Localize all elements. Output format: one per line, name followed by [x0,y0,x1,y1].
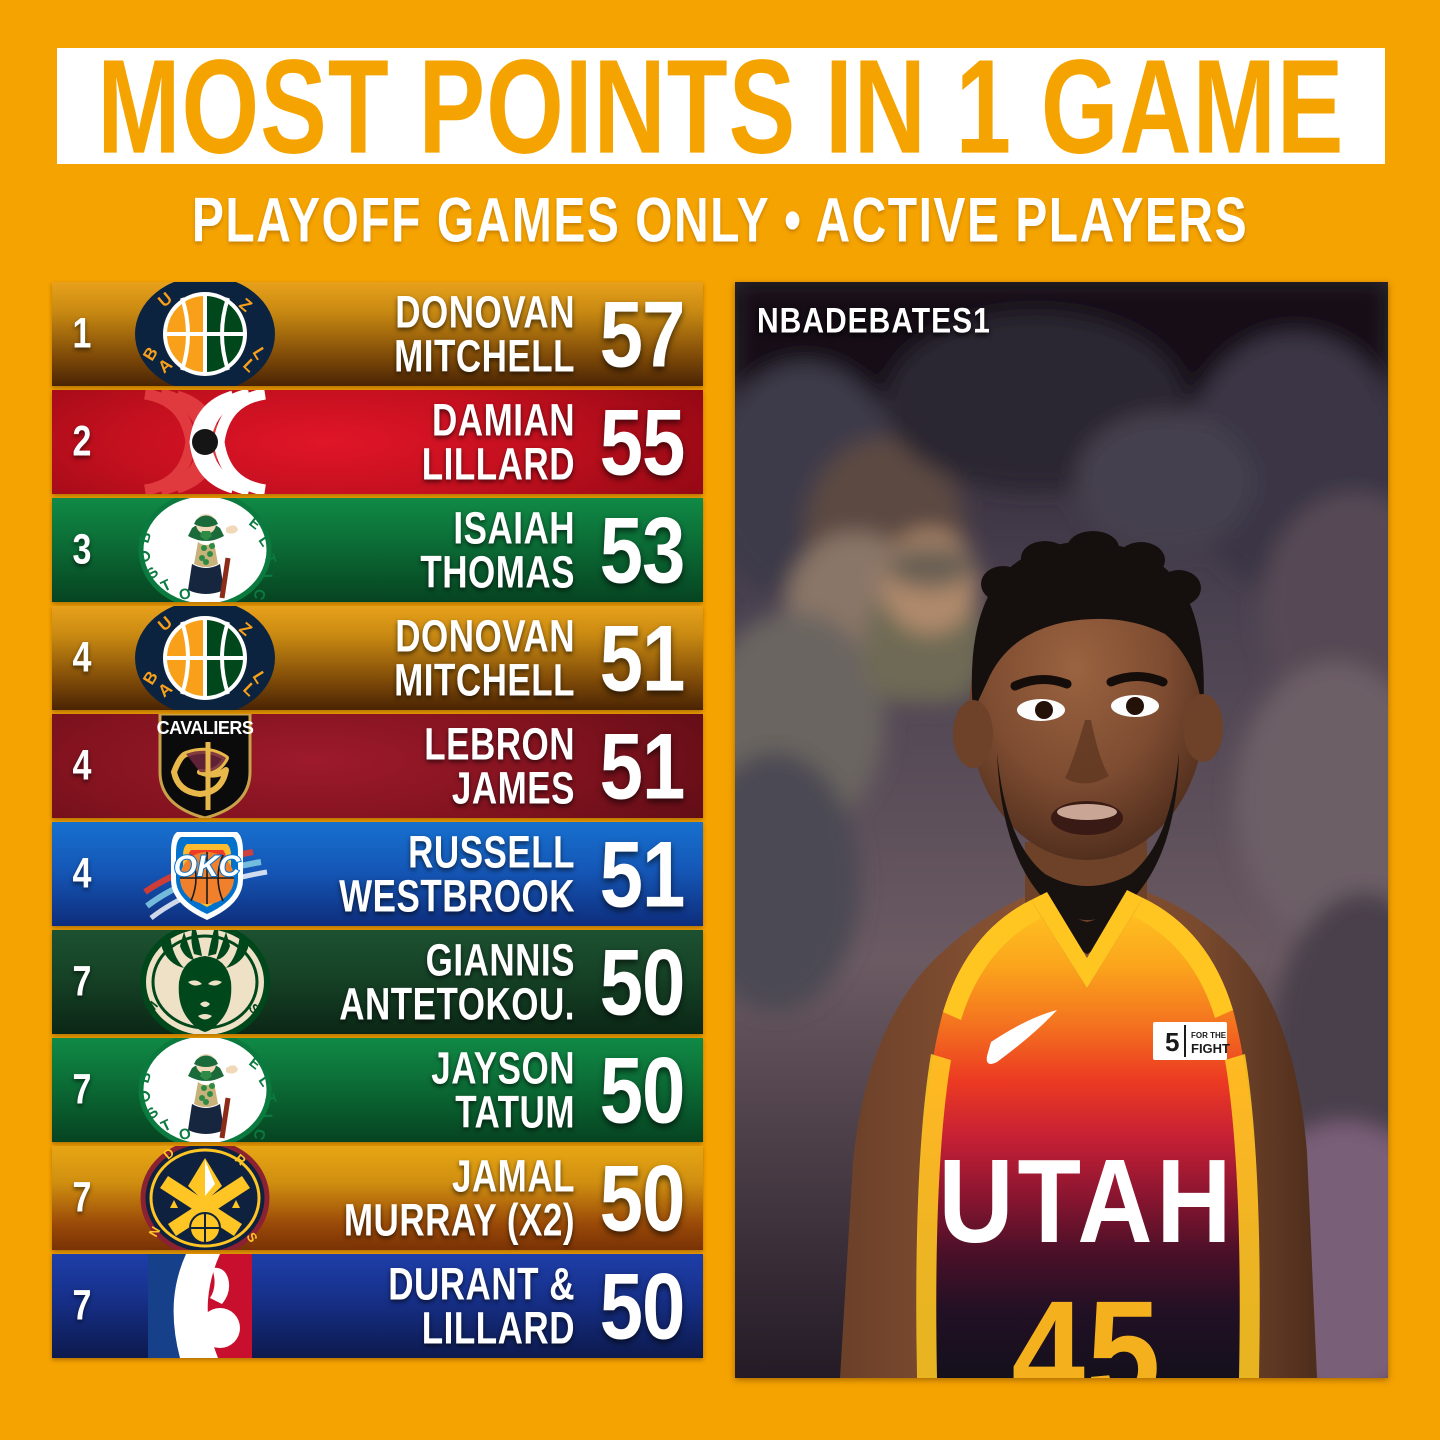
player-name-line1: GIANNIS [425,934,575,986]
trail-blazers-logo-icon [112,390,297,494]
page-title: MOST POINTS IN 1 GAME [97,31,1345,181]
player-name: DONOVAN MITCHELL [297,613,581,703]
points-value: 50 [599,1146,686,1250]
rank-number: 4 [72,741,92,790]
svg-text:B: B [135,530,155,546]
table-row[interactable]: 7 DURANT & LILLARD 50 [52,1254,703,1358]
player-name: ISAIAH THOMAS [297,505,581,595]
player-name: JAMAL MURRAY (X2) [297,1153,581,1243]
player-name: DONOVAN MITCHELL [297,289,581,379]
jersey-team-text: UTAH [938,1135,1235,1268]
nba-logo-icon [112,1254,297,1358]
svg-text:CAVALIERS: CAVALIERS [156,718,253,738]
player-name-line2: THOMAS [420,546,575,598]
player-name: DURANT & LILLARD [297,1261,581,1351]
page-subtitle: PLAYOFF GAMES ONLY • ACTIVE PLAYERS [191,186,1249,256]
points-value: 51 [599,822,686,926]
table-row[interactable]: 1 U Z B A L L DONOVAN MITCHELL 57 [52,282,703,386]
player-name-line2: MITCHELL [394,330,575,382]
player-name: DAMIAN LILLARD [297,397,581,487]
rank-number: 7 [72,957,92,1006]
photo-stage: 5 FOR THE FIGHT UTAH 45 [735,282,1388,1378]
svg-text:FIGHT: FIGHT [1191,1041,1230,1056]
table-row[interactable]: 3 B O S T O E L T I C ISAIAH THOMAS 53 [52,498,703,602]
watermark-label: NBADEBATES1 [757,302,991,341]
player-name-line2: ANTETOKOU. [339,978,575,1030]
celtics-logo-icon: B O S T O E L T I C [112,1038,297,1142]
points-value: 55 [599,390,686,494]
thunder-logo-icon: OKC [112,822,297,926]
bucks-logo-icon: M S [112,930,297,1034]
jersey-number-text: 45 [1012,1271,1163,1378]
points-value: 57 [599,282,686,386]
jazz-logo-icon: U Z B A L L [112,606,297,710]
svg-text:C: C [249,1127,268,1142]
player-name-line1: DAMIAN [432,394,575,446]
player-name-line2: LILLARD [421,438,575,490]
jazz-logo-icon: U Z B A L L [112,282,297,386]
svg-text:FOR THE: FOR THE [1191,1031,1227,1040]
player-name-line2: WESTBROOK [339,870,575,922]
rank-number: 2 [72,417,92,466]
table-row[interactable]: 2 DAMIAN LILLARD 55 [52,390,703,494]
table-row[interactable]: 7 M S GIANNIS ANTETOKOU. 50 [52,930,703,1034]
rank-number: 7 [72,1281,92,1330]
player-name-line2: JAMES [451,762,575,814]
points-value: 51 [599,606,686,710]
svg-text:I: I [258,574,275,579]
player-name: LEBRON JAMES [297,721,581,811]
nuggets-logo-icon: D R N S [112,1146,297,1250]
player-name-line1: DONOVAN [395,286,575,338]
player-name-line2: LILLARD [421,1302,575,1354]
ranking-list: 1 U Z B A L L DONOVAN MITCHELL 57 2 DAMIA… [52,282,703,1362]
table-row[interactable]: 4 U Z B A L L DONOVAN MITCHELL 51 [52,606,703,710]
table-row[interactable]: 7 B O S T O E L T I C JAYSON TATUM 50 [52,1038,703,1142]
cavaliers-logo-icon: CAVALIERS [112,714,297,818]
player-name-line1: JAMAL [451,1150,575,1202]
player-name-line1: JAYSON [431,1042,575,1094]
points-value: 51 [599,714,686,818]
rank-number: 3 [72,525,92,574]
points-value: 50 [599,930,686,1034]
svg-text:OKC: OKC [173,850,241,883]
player-photo-panel: 5 FOR THE FIGHT UTAH 45 NBADEBATES1 [735,282,1388,1378]
table-row[interactable]: 4 OKC RUSSELL WESTBROOK 51 [52,822,703,926]
celtics-logo-icon: B O S T O E L T I C [112,498,297,602]
rank-number: 4 [72,849,92,898]
table-row[interactable]: 4 CAVALIERS LEBRON JAMES 51 [52,714,703,818]
table-row[interactable]: 7 D R N S JAMAL MURRAY (X2) 50 [52,1146,703,1250]
rank-number: 7 [72,1173,92,1222]
player-name-line1: RUSSELL [408,826,575,878]
player-name-line1: DURANT & [388,1258,575,1310]
player-name-line1: ISAIAH [453,502,575,554]
player-name-line1: DONOVAN [395,610,575,662]
donovan-mitchell-photo: 5 FOR THE FIGHT UTAH 45 [735,282,1388,1378]
player-name-line2: MURRAY (X2) [343,1194,575,1246]
svg-text:B: B [135,1070,155,1086]
player-name: RUSSELL WESTBROOK [297,829,581,919]
player-name-line2: MITCHELL [394,654,575,706]
player-name: JAYSON TATUM [297,1045,581,1135]
player-name: GIANNIS ANTETOKOU. [297,937,581,1027]
rank-number: 1 [72,309,92,358]
points-value: 53 [599,498,686,602]
player-name-line2: TATUM [455,1086,575,1138]
svg-text:C: C [249,587,268,602]
title-banner: MOST POINTS IN 1 GAME [57,39,1385,173]
svg-text:I: I [258,1114,275,1119]
points-value: 50 [599,1254,686,1358]
points-value: 50 [599,1038,686,1142]
rank-number: 7 [72,1065,92,1114]
rank-number: 4 [72,633,92,682]
svg-text:5: 5 [1165,1027,1179,1057]
player-name-line1: LEBRON [424,718,575,770]
